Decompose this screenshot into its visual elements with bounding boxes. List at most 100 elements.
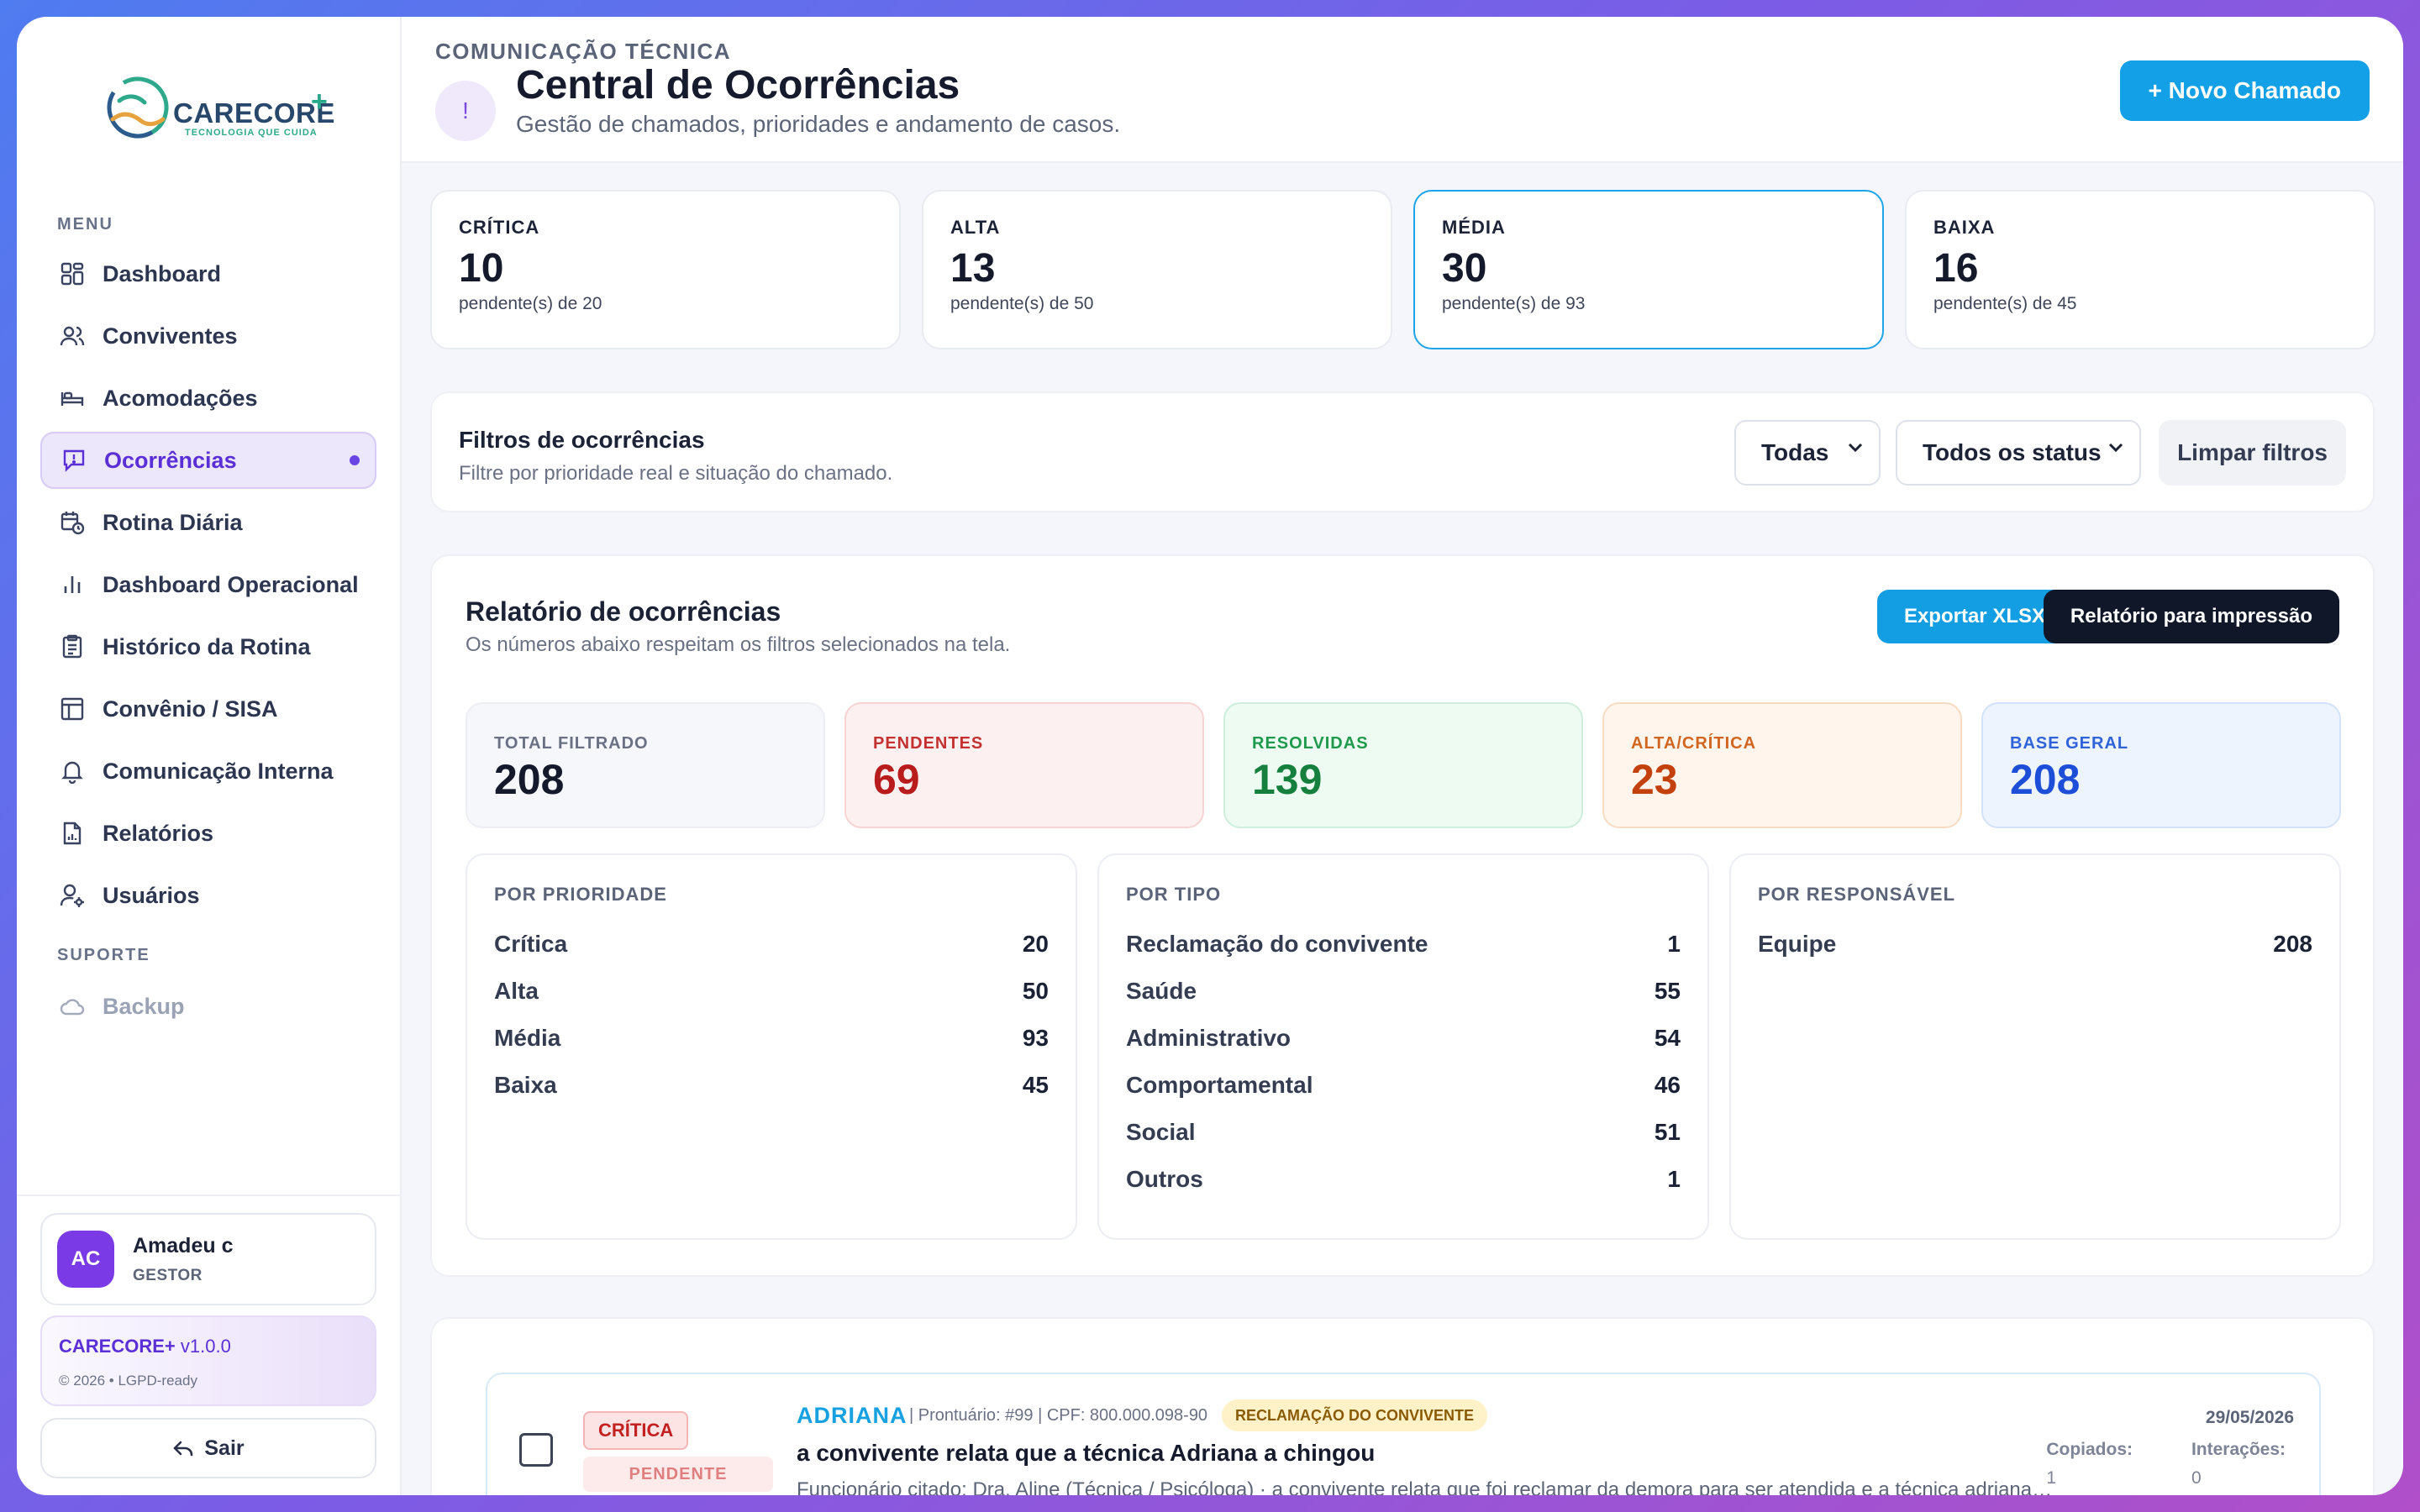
group-por-prioridade: POR PRIORIDADE Crítica 20 Alta 50 Média 93 … — [466, 853, 1077, 1240]
print-report-button[interactable]: Relatório para impressão — [2043, 590, 2339, 643]
sidebar-item-label: Dashboard Operacional — [103, 571, 359, 597]
status-filter-value: Todos os status — [1923, 439, 2102, 465]
sidebar-item-label: Ocorrências — [104, 447, 237, 473]
select-checkbox[interactable] — [519, 1433, 553, 1467]
priority-card-critica[interactable]: CRÍTICA 10 pendente(s) de 20 — [430, 190, 901, 349]
sidebar-item-rotina-diaria[interactable]: Rotina Diária — [40, 494, 376, 551]
stat-value: 23 — [1631, 756, 1678, 803]
sidebar-item-usuarios[interactable]: Usuários — [40, 867, 376, 924]
sidebar-item-dashboard[interactable]: Dashboard — [40, 245, 376, 302]
stat-label: TOTAL FILTRADO — [494, 734, 649, 753]
stat-total-filtrado: TOTAL FILTRADO 208 — [466, 702, 825, 828]
users-icon — [59, 323, 86, 349]
status-badge: PENDENTE — [583, 1457, 773, 1492]
version-number: v1.0.0 — [180, 1336, 231, 1357]
case-resident-name[interactable]: ADRIANA — [797, 1403, 908, 1428]
brand-plus: + — [311, 86, 328, 118]
page-eyebrow: COMUNICAÇÃO TÉCNICA — [435, 39, 732, 64]
brand-logo[interactable]: CARECORE + TECNOLOGIA QUE CUIDA — [104, 64, 334, 156]
priority-label: BAIXA — [1933, 217, 1996, 238]
logout-icon — [172, 1439, 194, 1457]
group-row: Alta 50 — [494, 978, 1049, 1025]
new-ticket-button[interactable]: + Novo Chamado — [2119, 60, 2370, 121]
page-subtitle: Gestão de chamados, prioridades e andame… — [516, 111, 1121, 137]
status-filter-select[interactable]: Todos os status — [1896, 420, 2141, 486]
case-title[interactable]: a convivente relata que a técnica Adrian… — [797, 1440, 1376, 1466]
row-count: 1 — [1667, 1166, 1681, 1192]
active-indicator-dot — [350, 455, 360, 465]
sidebar-item-conviventes[interactable]: Conviventes — [40, 307, 376, 365]
group-row: Social 51 — [1126, 1119, 1681, 1166]
sidebar-item-label: Relatórios — [103, 820, 214, 846]
bed-icon — [59, 385, 86, 412]
sidebar-item-historico-da-rotina[interactable]: Histórico da Rotina — [40, 618, 376, 675]
copied-value: 1 — [2046, 1468, 2057, 1488]
copyright: © 2026 • LGPD-ready — [59, 1373, 197, 1389]
sidebar-item-comunicacao-interna[interactable]: Comunicação Interna — [40, 743, 376, 800]
stat-label: RESOLVIDAS — [1252, 734, 1369, 753]
case-interactions: Interações: 0 — [2191, 1440, 2286, 1488]
row-count: 208 — [2273, 931, 2312, 957]
report-panel: Relatório de ocorrências Os números abai… — [430, 554, 2375, 1277]
row-label: Outros — [1126, 1166, 1203, 1192]
list-item[interactable]: CRÍTICA PENDENTE ADRIANA | Prontuário: #… — [486, 1373, 2321, 1495]
case-copied: Copiados: 1 — [2046, 1440, 2133, 1488]
sidebar-item-dashboard-operacional[interactable]: Dashboard Operacional — [40, 556, 376, 613]
logout-button[interactable]: Sair — [40, 1418, 376, 1478]
sidebar-item-label: Rotina Diária — [103, 509, 243, 535]
priority-pending-count: 10 — [459, 246, 504, 291]
report-title: Relatório de ocorrências — [466, 596, 781, 627]
export-xlsx-button[interactable]: Exportar XLSX — [1876, 590, 2072, 643]
priority-card-media[interactable]: MÉDIA 30 pendente(s) de 93 — [1413, 190, 1884, 349]
brand-name: CARECORE — [173, 97, 335, 129]
user-name: Amadeu c — [133, 1233, 234, 1257]
sidebar-item-relatorios[interactable]: Relatórios — [40, 805, 376, 862]
group-row: Baixa 45 — [494, 1072, 1049, 1119]
row-label: Média — [494, 1025, 561, 1051]
row-count: 50 — [1022, 978, 1049, 1004]
priority-card-baixa[interactable]: BAIXA 16 pendente(s) de 45 — [1905, 190, 2375, 349]
menu-section-label: MENU — [57, 215, 113, 234]
brand-tagline: TECNOLOGIA QUE CUIDA — [185, 128, 318, 138]
clear-filters-button[interactable]: Limpar filtros — [2159, 420, 2346, 486]
priority-pending-count: 30 — [1442, 246, 1487, 291]
priority-tag: CRÍTICA — [583, 1411, 689, 1450]
group-por-responsavel: POR RESPONSÁVEL Equipe 208 — [1729, 853, 2341, 1240]
sidebar-item-ocorrencias[interactable]: Ocorrências — [40, 432, 376, 489]
case-date: 29/05/2026 — [2205, 1408, 2294, 1427]
stat-value: 208 — [2010, 756, 2081, 803]
priority-card-alta[interactable]: ALTA 13 pendente(s) de 50 — [922, 190, 1392, 349]
app-window: CARECORE + TECNOLOGIA QUE CUIDA MENU Das… — [17, 17, 2403, 1495]
sidebar-item-convenio-sisa[interactable]: Convênio / SISA — [40, 680, 376, 738]
stat-value: 139 — [1252, 756, 1323, 803]
group-row: Outros 1 — [1126, 1166, 1681, 1213]
row-label: Crítica — [494, 931, 568, 957]
filters-subtitle: Filtre por prioridade real e situação do… — [459, 462, 893, 485]
cloud-icon — [59, 993, 86, 1020]
group-por-tipo: POR TIPO Reclamação do convivente 1 Saúde… — [1097, 853, 1709, 1240]
clipboard-icon — [59, 633, 86, 660]
support-section-label: SUPORTE — [57, 946, 150, 964]
stat-value: 69 — [873, 756, 920, 803]
user-card[interactable]: AC Amadeu c GESTOR — [40, 1213, 376, 1305]
priority-subtext: pendente(s) de 93 — [1442, 294, 1586, 313]
row-count: 51 — [1654, 1119, 1681, 1145]
group-row: Administrativo 54 — [1126, 1025, 1681, 1072]
priority-filter-value: Todas — [1761, 439, 1829, 465]
case-meta: | Prontuário: #99 | CPF: 800.000.098-90 — [909, 1406, 1208, 1425]
sidebar-item-label: Acomodações — [103, 385, 258, 411]
sidebar-item-acomodacoes[interactable]: Acomodações — [40, 370, 376, 427]
version-line: CARECORE+ v1.0.0 — [59, 1336, 375, 1357]
row-count: 54 — [1654, 1025, 1681, 1051]
chevron-down-icon — [2107, 442, 2124, 454]
sidebar-item-backup[interactable]: Backup — [40, 978, 376, 1035]
stat-label: ALTA/CRÍTICA — [1631, 734, 1757, 753]
interactions-value: 0 — [2191, 1468, 2202, 1488]
row-label: Saúde — [1126, 978, 1197, 1004]
version-brand: CARECORE+ — [59, 1336, 176, 1357]
stat-value: 208 — [494, 756, 565, 803]
filters-panel: Filtros de ocorrências Filtre por priori… — [430, 391, 2375, 512]
stat-label: PENDENTES — [873, 734, 984, 753]
priority-filter-select[interactable]: Todas — [1734, 420, 1881, 486]
row-count: 55 — [1654, 978, 1681, 1004]
